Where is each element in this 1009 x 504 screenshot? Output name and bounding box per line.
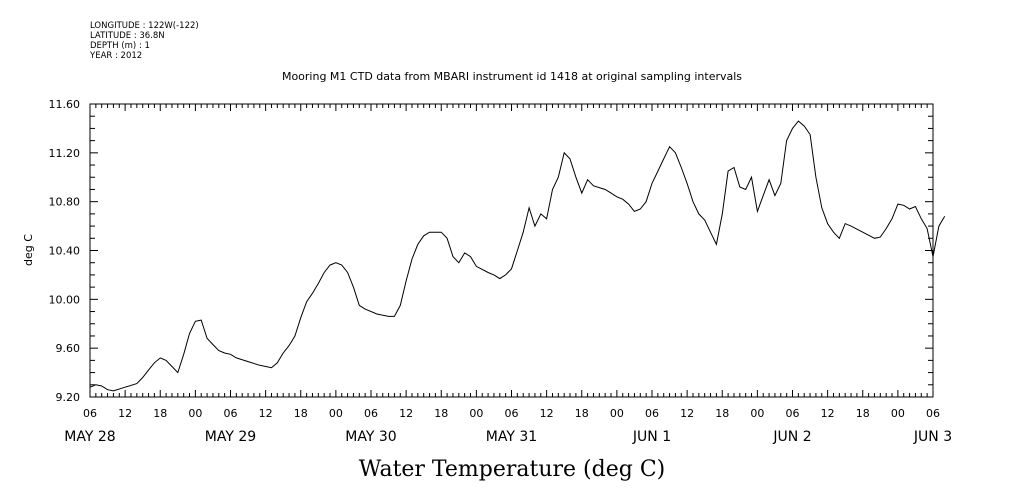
x-tick-label: 12 xyxy=(399,407,413,420)
x-tick-label: 18 xyxy=(575,407,589,420)
x-tick-label: 00 xyxy=(329,407,343,420)
x-axis: 06 12 18 00 06 12 18 00 06 12 18 00 06 12 18 00 06 12 18 00… xyxy=(64,104,952,445)
x-tick-label: 06 xyxy=(926,407,940,420)
y-tick-label: 10.80 xyxy=(49,196,81,209)
x-day-label: JUN 1 xyxy=(632,429,671,445)
x-day-label: MAY 31 xyxy=(486,429,537,445)
x-tick-label: 06 xyxy=(83,407,97,420)
x-tick-label: 18 xyxy=(294,407,308,420)
y-axis-label: deg C xyxy=(22,234,35,266)
x-tick-label: 06 xyxy=(364,407,378,420)
chart-title: Mooring M1 CTD data from MBARI instrumen… xyxy=(282,70,742,83)
y-axis: 9.20 9.60 10.00 10.40 10.80 11.20 11.60 xyxy=(49,98,933,404)
x-tick-label: 12 xyxy=(821,407,835,420)
x-tick-label: 06 xyxy=(224,407,238,420)
x-tick-label: 00 xyxy=(891,407,905,420)
series-layer xyxy=(89,120,946,392)
x-tick-label: 18 xyxy=(434,407,448,420)
plot-border xyxy=(89,103,934,398)
metadata-header: LONGITUDE : 122W(-122) LATITUDE : 36.8N … xyxy=(90,21,199,61)
x-tick-label: 12 xyxy=(118,407,132,420)
y-tick-label: 9.20 xyxy=(56,391,81,404)
x-tick-label: 06 xyxy=(786,407,800,420)
x-tick-label: 06 xyxy=(645,407,659,420)
temperature-series-line xyxy=(89,120,946,392)
x-day-label: JUN 2 xyxy=(772,429,811,445)
latitude-label: LATITUDE : 36.8N xyxy=(90,31,165,41)
y-tick-label: 9.60 xyxy=(56,342,81,355)
x-tick-label: 18 xyxy=(153,407,167,420)
y-tick-label: 10.40 xyxy=(49,245,81,258)
x-tick-label: 18 xyxy=(715,407,729,420)
depth-label: DEPTH (m) : 1 xyxy=(90,41,150,51)
y-tick-label: 11.20 xyxy=(49,147,81,160)
x-tick-label: 18 xyxy=(856,407,870,420)
y-tick-label: 11.60 xyxy=(49,98,81,111)
x-tick-label: 00 xyxy=(188,407,202,420)
x-tick-label: 00 xyxy=(469,407,483,420)
x-day-label: MAY 29 xyxy=(205,429,256,445)
x-tick-label: 06 xyxy=(505,407,519,420)
x-day-label: MAY 30 xyxy=(345,429,396,445)
x-day-label: MAY 28 xyxy=(64,429,115,445)
x-tick-label: 12 xyxy=(680,407,694,420)
x-axis-label: Water Temperature (deg C) xyxy=(359,457,666,482)
x-tick-label: 12 xyxy=(259,407,273,420)
x-tick-label: 12 xyxy=(540,407,554,420)
plot-frame xyxy=(89,103,934,398)
longitude-label: LONGITUDE : 122W(-122) xyxy=(90,21,199,31)
x-tick-label: 00 xyxy=(610,407,624,420)
x-tick-label: 00 xyxy=(750,407,764,420)
x-day-label: JUN 3 xyxy=(913,429,952,445)
year-label: YEAR : 2012 xyxy=(90,51,143,61)
y-tick-label: 10.00 xyxy=(49,293,81,306)
